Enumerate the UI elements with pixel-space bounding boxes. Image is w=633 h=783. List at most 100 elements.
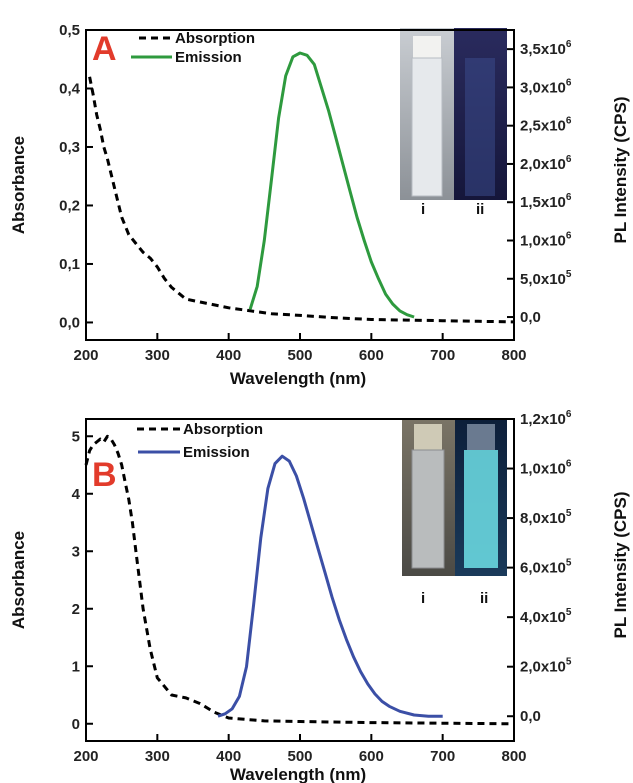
emission-line [217, 454, 443, 718]
y-tick-label: 1 [72, 658, 80, 675]
y-axis-title-a: Absorbance [9, 136, 28, 234]
emission-line [248, 51, 415, 319]
y2-tick-exponent: 6 [566, 154, 572, 165]
y2-tick-exponent: 5 [566, 269, 572, 280]
y-tick-label: 2 [72, 601, 80, 618]
vial-body-i [411, 449, 445, 569]
y2-tick-label: 0,0 [520, 309, 541, 326]
y2-tick-exponent: 6 [566, 77, 572, 88]
y2-tick-label: 1,0x106 [520, 459, 572, 478]
x-axis-title-b: Wavelength (nm) [230, 765, 366, 783]
y2-tick-exponent: 5 [566, 558, 572, 569]
y2-tick-label: 2,0x105 [520, 657, 572, 676]
x-tick-label: 700 [430, 347, 455, 364]
y2-tick-exponent: 6 [566, 459, 572, 470]
y2-tick-label: 3,0x106 [520, 77, 572, 96]
absorption-line [88, 76, 515, 324]
y2-tick-base: 2,0x10 [520, 659, 566, 676]
x-tick-label: 700 [430, 748, 455, 765]
panel-letter-a: A [92, 30, 117, 68]
x-axis-title-a: Wavelength (nm) [230, 369, 366, 388]
y2-tick-base: 1,0x10 [520, 232, 566, 249]
legend-emission-label: Emission [175, 49, 242, 66]
vial-cap-i [414, 424, 442, 450]
y2-tick-base: 1,5x10 [520, 194, 566, 211]
y-tick-label: 5 [72, 428, 80, 445]
y2-tick-base: 3,5x10 [520, 41, 566, 58]
y2-tick-label: 4,0x105 [520, 607, 572, 626]
y-tick-label: 0,1 [59, 256, 80, 273]
y2-tick-exponent: 5 [566, 607, 572, 618]
vial-body-ii [464, 450, 498, 568]
y2-tick-base: 1,0x10 [520, 461, 566, 478]
y2-tick-exponent: 6 [566, 192, 572, 203]
y-tick-label: 0,2 [59, 197, 80, 214]
y2-tick-exponent: 6 [566, 230, 572, 241]
y-tick-label: 0,5 [59, 22, 80, 39]
x-tick-label: 300 [145, 748, 170, 765]
y2-tick-label: 1,0x106 [520, 230, 572, 249]
x-tick-label: 600 [359, 347, 384, 364]
y2-tick-base: 3,0x10 [520, 79, 566, 96]
y2-tick-label: 0,0 [520, 708, 541, 725]
y2-tick-base: 0,0 [520, 309, 541, 326]
vial-body-i [411, 57, 443, 197]
x-tick-label: 200 [73, 347, 98, 364]
y-tick-label: 0 [72, 716, 80, 733]
y2-tick-base: 8,0x10 [520, 510, 566, 527]
panel-letter-b: B [92, 456, 117, 494]
inset-label-ii: ii [476, 201, 484, 218]
y-axis-title-b: Absorbance [9, 531, 28, 629]
y2-tick-label: 5,0x105 [520, 269, 572, 288]
x-tick-label: 200 [73, 748, 98, 765]
y2-tick-label: 2,5x106 [520, 116, 572, 135]
panel-a: i ii 200 300 400 500 600 700 800 0,0 0,1 0,2 0,3 0,… [9, 22, 630, 388]
panel-b-inset-photos: i ii [402, 420, 507, 607]
x-tick-label: 600 [359, 748, 384, 765]
x-tick-label: 800 [501, 748, 526, 765]
y2-tick-exponent: 6 [566, 116, 572, 127]
inset-label-i: i [421, 590, 425, 607]
y2-axis-title-a: PL Intensity (CPS) [611, 96, 630, 243]
y2-tick-label: 2,0x106 [520, 154, 572, 173]
inset-label-ii: ii [480, 590, 488, 607]
y-tick-label: 0,3 [59, 139, 80, 156]
y2-tick-label: 1,2x106 [520, 409, 572, 428]
inset-label-i: i [421, 201, 425, 218]
y2-tick-exponent: 6 [566, 39, 572, 50]
y2-tick-base: 2,0x10 [520, 156, 566, 173]
y-tick-label: 4 [72, 486, 81, 503]
x-tick-label: 500 [287, 748, 312, 765]
vial-cap-i [413, 36, 441, 58]
absorption-line [84, 434, 515, 726]
legend-emission-label: Emission [183, 444, 250, 461]
legend-absorption-label: Absorption [175, 30, 255, 47]
y2-tick-label: 8,0x105 [520, 508, 572, 527]
legend-a: Absorption Emission [131, 30, 255, 66]
vial-cap-ii [467, 424, 495, 450]
y2-tick-base: 0,0 [520, 708, 541, 725]
panel-b: i ii 200 300 400 500 600 700 800 0 1 2 3 4 5 0,0 2,0x1… [9, 409, 630, 783]
y2-tick-label: 3,5x106 [520, 39, 572, 58]
legend-absorption-label: Absorption [183, 421, 263, 438]
y2-tick-label: 6,0x105 [520, 558, 572, 577]
vial-body-ii [465, 58, 495, 196]
y2-tick-base: 5,0x10 [520, 271, 566, 288]
y-tick-label: 0,0 [59, 314, 80, 331]
x-tick-label: 400 [216, 748, 241, 765]
y2-tick-exponent: 5 [566, 657, 572, 668]
y2-tick-base: 4,0x10 [520, 609, 566, 626]
y2-tick-base: 1,2x10 [520, 411, 566, 428]
y2-axis-title-b: PL Intensity (CPS) [611, 491, 630, 638]
y2-tick-base: 2,5x10 [520, 118, 566, 135]
legend-b: Absorption Emission [137, 421, 263, 461]
y-tick-label: 3 [72, 543, 80, 560]
x-tick-label: 300 [145, 347, 170, 364]
x-tick-label: 400 [216, 347, 241, 364]
y-tick-label: 0,4 [59, 80, 81, 97]
y2-tick-base: 6,0x10 [520, 560, 566, 577]
x-tick-label: 500 [287, 347, 312, 364]
y2-tick-label: 1,5x106 [520, 192, 572, 211]
x-tick-label: 800 [501, 347, 526, 364]
